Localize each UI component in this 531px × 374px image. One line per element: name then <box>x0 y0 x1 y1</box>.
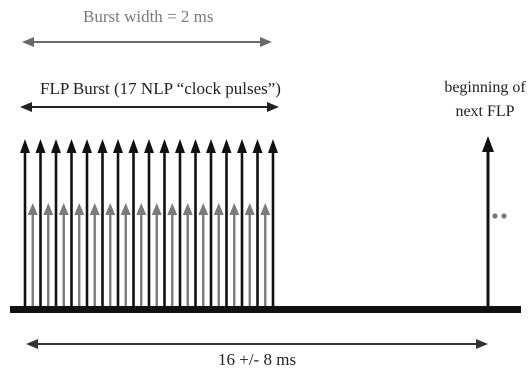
continuation-dots <box>492 213 507 219</box>
next-flp-label-line1: beginning of <box>444 79 526 96</box>
burst-width-arrow <box>22 37 272 47</box>
burst-width-label: Burst width = 2 ms <box>83 7 214 26</box>
next-flp-label-line2: next FLP <box>455 103 515 120</box>
clock-pulses <box>20 139 278 306</box>
baseline <box>10 306 521 313</box>
period-arrow <box>26 339 488 349</box>
next-flp-label: beginning of next FLP <box>440 76 530 124</box>
next-flp-pulse <box>482 136 494 306</box>
flp-burst-arrow <box>20 102 279 112</box>
flp-burst-label: FLP Burst (17 NLP “clock pulses”) <box>40 79 281 98</box>
data-pulses <box>27 203 271 306</box>
period-label: 16 +/- 8 ms <box>218 350 297 369</box>
